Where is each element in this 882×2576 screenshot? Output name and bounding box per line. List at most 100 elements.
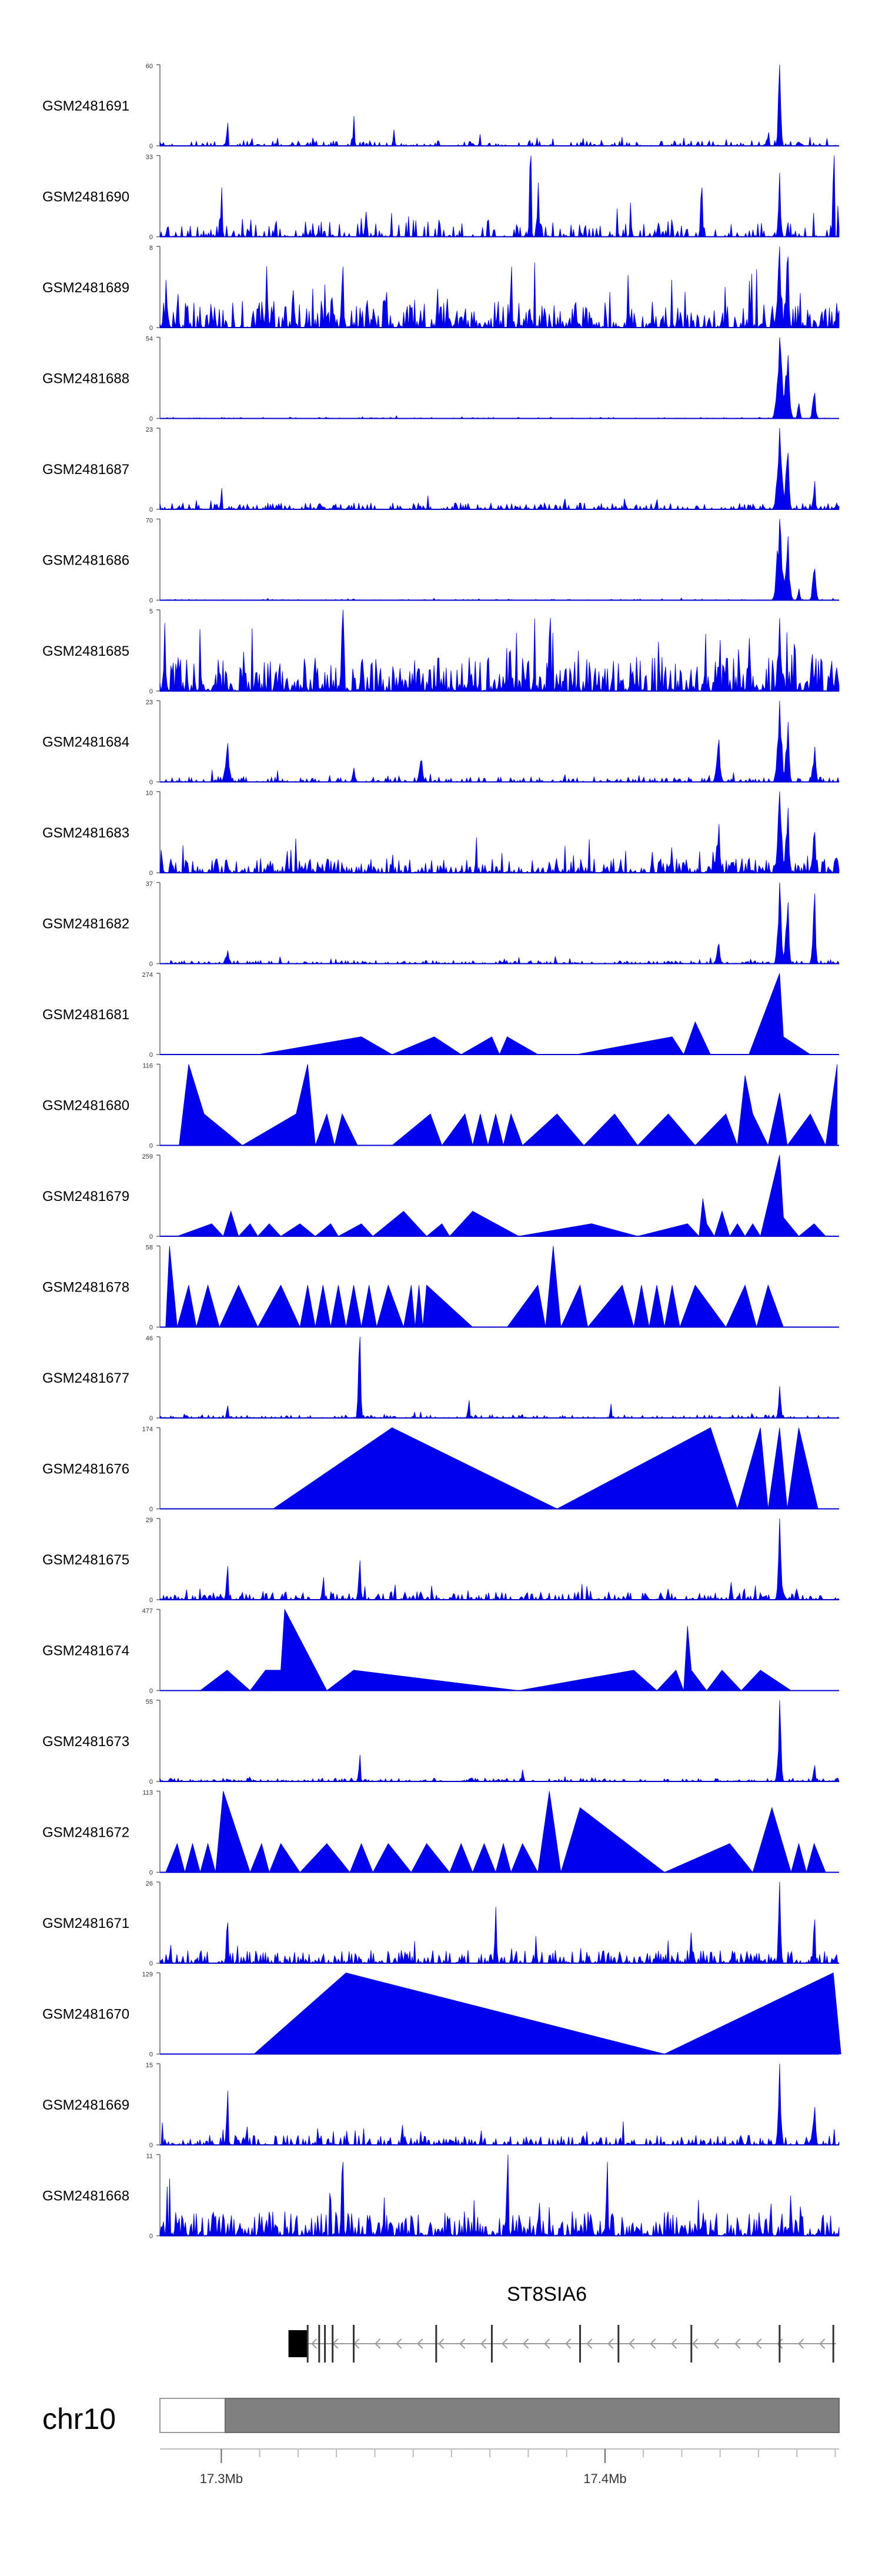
y-tick-label-max: 26 — [146, 1880, 153, 1887]
y-axis: 23 0 — [146, 426, 161, 513]
x-tick-label: 17.4Mb — [583, 2471, 626, 2486]
y-tick-label-zero: 0 — [149, 1052, 153, 1059]
track-GSM2481682: GSM2481682 37 0 — [42, 881, 840, 968]
y-tick-label-max: 5 — [149, 608, 153, 615]
strand-arrow — [417, 2338, 423, 2349]
track-label: GSM2481684 — [42, 735, 129, 750]
y-tick-label-max: 54 — [146, 336, 153, 343]
signal-area — [159, 1518, 840, 1601]
strand-arrow — [311, 2338, 318, 2349]
y-tick-label-zero: 0 — [149, 1143, 153, 1150]
y-tick-label-zero: 0 — [149, 779, 153, 786]
track-GSM2481683: GSM2481683 10 0 — [42, 790, 840, 877]
y-tick-label-max: 33 — [146, 154, 153, 161]
y-axis: 15 0 — [146, 2062, 161, 2149]
y-axis: 274 0 — [142, 972, 161, 1059]
track-label: GSM2481676 — [42, 1461, 129, 1477]
y-tick-label-zero: 0 — [149, 416, 153, 423]
gene-exon — [690, 2325, 693, 2363]
y-tick-label-max: 60 — [146, 63, 153, 70]
y-tick-label-max: 174 — [142, 1426, 153, 1433]
track-GSM2481673: GSM2481673 55 0 — [42, 1699, 840, 1786]
signal-tracks: GSM2481691600GSM2481690330GSM248168980GS… — [42, 63, 841, 2240]
track-GSM2481678: GSM2481678 58 0 — [42, 1244, 839, 1332]
track-GSM2481668: GSM2481668 11 0 — [42, 2153, 840, 2240]
gene-exon — [617, 2325, 620, 2363]
y-tick-label-max: 274 — [142, 972, 153, 979]
track-GSM2481672: GSM2481672 113 0 — [42, 1790, 839, 1877]
y-tick-label-max: 58 — [146, 1244, 153, 1252]
y-axis: 259 0 — [142, 1153, 161, 1240]
strand-arrow — [756, 2338, 762, 2349]
y-axis: 10 0 — [146, 790, 161, 877]
track-GSM2481679: GSM2481679 259 0 — [42, 1153, 839, 1240]
signal-area — [159, 791, 840, 874]
signal-area — [159, 2154, 840, 2237]
y-tick-label-max: 259 — [142, 1153, 153, 1160]
gene-exon — [832, 2325, 834, 2363]
strand-arrow — [396, 2338, 402, 2349]
signal-area — [159, 882, 840, 965]
y-axis: 37 0 — [146, 881, 161, 968]
y-tick-label-max: 29 — [146, 1517, 153, 1524]
y-tick-label-max: 55 — [146, 1699, 153, 1706]
track-label: GSM2481683 — [42, 825, 129, 841]
y-tick-label-zero: 0 — [149, 2233, 153, 2240]
strand-arrow — [650, 2338, 656, 2349]
track-GSM2481670: GSM2481670 129 0 — [42, 1971, 841, 2058]
y-axis: 80 — [149, 245, 161, 332]
track-label: GSM2481682 — [42, 916, 129, 932]
y-tick-label-zero: 0 — [149, 2142, 153, 2149]
y-axis: 46 0 — [146, 1335, 161, 1422]
signal-area — [159, 64, 839, 147]
track-GSM2481669: GSM2481669 15 0 — [42, 2062, 840, 2149]
signal-area — [179, 1064, 838, 1146]
signal-area — [272, 1427, 818, 1510]
y-tick-label-zero: 0 — [149, 1778, 153, 1786]
track-label: GSM2481672 — [42, 1825, 129, 1841]
track-GSM2481676: GSM2481676 174 0 — [42, 1426, 839, 1513]
y-tick-label-max: 23 — [146, 426, 153, 433]
strand-arrow — [629, 2338, 635, 2349]
track-label: GSM2481687 — [42, 462, 129, 478]
track-GSM2481691: GSM2481691 60 0 — [42, 63, 839, 150]
y-tick-label-zero: 0 — [149, 1597, 153, 1604]
gene-body — [288, 2325, 836, 2363]
strand-arrow — [565, 2338, 572, 2349]
signal-area — [159, 1881, 840, 1964]
signal-area — [159, 428, 840, 510]
track-label: GSM2481679 — [42, 1189, 129, 1204]
y-axis: 60 0 — [146, 63, 161, 150]
strand-arrow — [734, 2338, 741, 2349]
track-label: GSM2481691 — [42, 98, 129, 114]
track-label: GSM2481689 — [42, 280, 129, 296]
strand-arrow — [523, 2338, 529, 2349]
track-GSM2481687: GSM2481687 23 0 — [42, 426, 840, 513]
strand-arrow — [586, 2338, 593, 2349]
signal-area — [258, 973, 811, 1056]
y-tick-label-max: 15 — [146, 2062, 153, 2069]
y-tick-label-max: 70 — [146, 518, 153, 525]
y-axis: 113 0 — [142, 1790, 161, 1877]
strand-arrow — [692, 2338, 699, 2349]
gene-exon — [779, 2325, 781, 2363]
y-tick-label-zero: 0 — [149, 506, 153, 513]
y-axis: 11 0 — [146, 2153, 161, 2240]
y-axis: 58 0 — [146, 1244, 161, 1332]
strand-arrow — [438, 2338, 445, 2349]
y-tick-label-zero: 0 — [149, 1506, 153, 1513]
track-GSM2481671: GSM2481671 26 0 — [42, 1880, 840, 1967]
y-tick-label-zero: 0 — [149, 1415, 153, 1422]
gene-exon — [353, 2325, 355, 2363]
signal-area — [177, 1154, 827, 1237]
y-axis: 33 0 — [146, 154, 161, 241]
track-label: GSM2481675 — [42, 1552, 129, 1568]
track-label: GSM2481690 — [42, 189, 129, 205]
ideogram-band — [224, 2398, 840, 2433]
track-GSM2481680: GSM2481680 116 0 — [42, 1063, 839, 1150]
strand-arrow — [480, 2338, 487, 2349]
signal-area — [253, 1972, 841, 2054]
chromosome-label: chr10 — [42, 2403, 116, 2435]
signal-area — [159, 155, 840, 238]
y-tick-label-max: 23 — [146, 699, 153, 706]
